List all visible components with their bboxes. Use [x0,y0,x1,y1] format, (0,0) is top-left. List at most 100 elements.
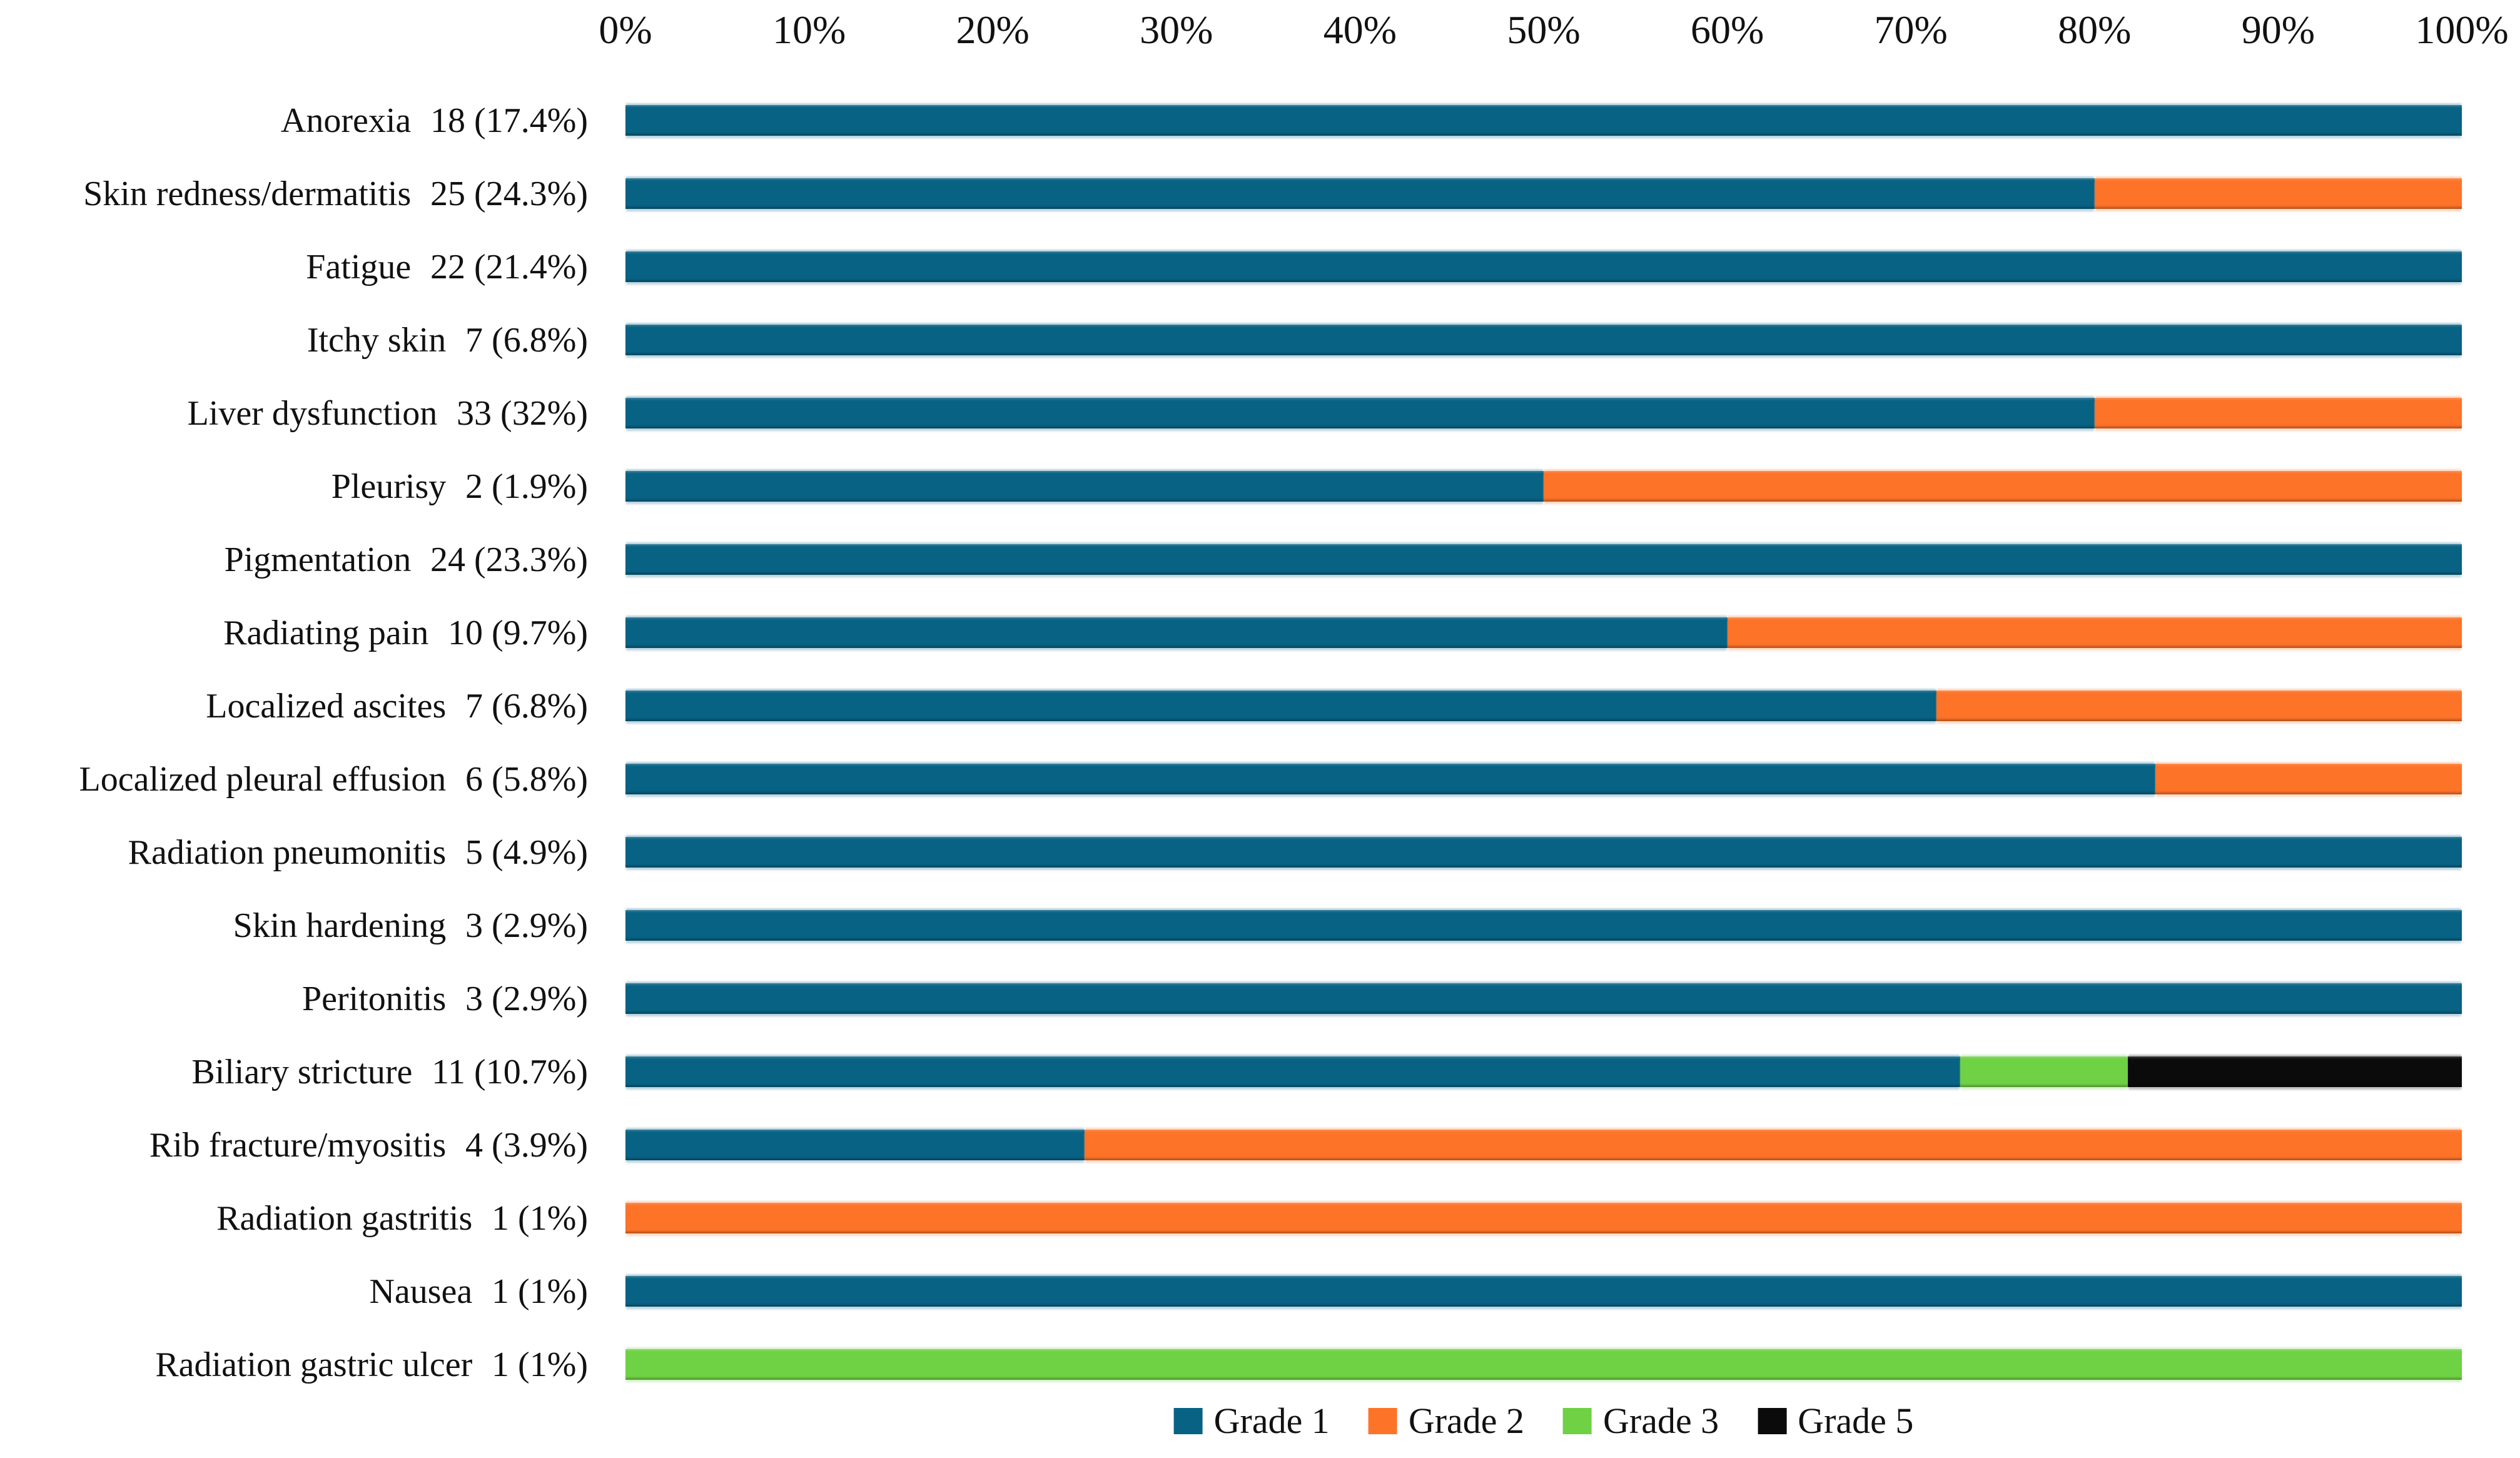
bar-row [625,1203,2462,1233]
category-label: Pleurisy 2 (1.9%) [0,460,588,513]
bar-row [625,837,2462,868]
category-name: Pigmentation [224,540,412,579]
category-label: Biliary stricture 11 (10.7%) [0,1046,588,1098]
category-count: 3 (2.9%) [465,979,588,1018]
bar-row [625,983,2462,1014]
category-label: Liver dysfunction 33 (32%) [0,387,588,440]
bar-segment-grade-1 [625,178,2095,209]
bar-segment-grade-2 [2094,398,2462,428]
category-count: 1 (1%) [492,1345,588,1384]
bar-row [625,1056,2462,1087]
x-axis-tick: 60% [1690,8,1764,52]
category-count: 33 (32%) [457,393,588,433]
category-count: 24 (23.3%) [430,540,588,579]
category-count: 1 (1%) [492,1272,588,1311]
bar-segment-grade-2 [1936,691,2462,721]
category-name: Skin redness/dermatitis [83,174,412,213]
x-axis-tick: 0% [599,8,652,52]
category-name: Biliary stricture [191,1052,413,1091]
category-name: Itchy skin [306,320,447,360]
legend-item-grade-3: Grade 3 [1563,1402,1719,1440]
category-label: Pigmentation 24 (23.3%) [0,534,588,586]
legend-label: Grade 2 [1408,1400,1524,1441]
bar-segment-grade-1 [625,251,2462,282]
bar-segment-grade-1 [625,983,2462,1014]
legend-swatch-grade-1 [1173,1408,1203,1434]
bar-segment-grade-1 [625,105,2462,136]
category-count: 25 (24.3%) [430,174,588,213]
category-label: Anorexia 18 (17.4%) [0,94,588,147]
category-name: Skin hardening [233,906,447,945]
x-axis-tick: 40% [1323,8,1397,52]
legend-item-grade-2: Grade 2 [1368,1400,1524,1441]
legend-item-grade-5: Grade 5 [1758,1402,1913,1440]
bar-row [625,544,2462,575]
bar-row [625,691,2462,721]
bar-row [625,1130,2462,1160]
bar-row [625,910,2462,941]
x-axis-tick: 30% [1140,8,1213,52]
bar-row [625,1349,2462,1380]
legend-item-grade-1: Grade 1 [1173,1400,1330,1441]
category-name: Radiation pneumonitis [128,833,447,872]
x-axis-tick: 20% [956,8,1030,52]
category-count: 7 (6.8%) [465,686,588,726]
category-label: Skin hardening 3 (2.9%) [0,899,588,952]
bar-row [625,105,2462,136]
bar-segment-grade-2 [1085,1130,2462,1160]
bar-row [625,398,2462,428]
category-label: Rib fracture/myositis 4 (3.9%) [0,1119,588,1172]
bar-row [625,471,2462,502]
category-count: 22 (21.4%) [430,247,588,286]
category-label: Nausea 1 (1%) [0,1265,588,1318]
category-count: 10 (9.7%) [448,613,588,652]
bar-segment-grade-1 [625,544,2462,575]
category-count: 18 (17.4%) [430,101,588,140]
category-count: 7 (6.8%) [465,320,588,360]
category-label: Fatigue 22 (21.4%) [0,241,588,293]
category-label: Radiation pneumonitis 5 (4.9%) [0,826,588,879]
bar-row [625,764,2462,794]
legend-label: Grade 1 [1213,1400,1330,1441]
category-name: Localized pleural effusion [79,759,447,799]
bar-segment-grade-2 [2094,178,2462,209]
bar-segment-grade-3 [1960,1056,2128,1087]
bar-row [625,325,2462,355]
category-count: 5 (4.9%) [465,833,588,872]
x-axis-tick: 90% [2241,8,2315,52]
category-name: Radiating pain [223,613,429,652]
bar-segment-grade-1 [625,691,1937,721]
x-axis-tick: 10% [772,8,846,52]
x-axis-tick: 80% [2058,8,2132,52]
category-label: Radiating pain 10 (9.7%) [0,607,588,659]
bar-segment-grade-3 [625,1349,2462,1380]
category-count: 1 (1%) [492,1198,588,1238]
category-count: 2 (1.9%) [465,467,588,506]
category-name: Localized ascites [206,686,447,726]
bar-segment-grade-1 [625,325,2462,355]
bar-segment-grade-2 [2155,764,2462,794]
category-name: Pleurisy [331,467,447,506]
category-name: Peritonitis [302,979,447,1018]
bar-segment-grade-1 [625,910,2462,941]
category-name: Radiation gastric ulcer [155,1345,473,1384]
bar-segment-grade-1 [625,398,2095,428]
bar-segment-grade-2 [625,1203,2462,1233]
category-name: Fatigue [306,247,412,286]
category-label: Localized ascites 7 (6.8%) [0,680,588,732]
category-name: Radiation gastritis [216,1198,473,1238]
legend-swatch-grade-5 [1758,1408,1787,1434]
category-count: 11 (10.7%) [432,1052,588,1091]
bar-segment-grade-1 [625,471,1544,502]
legend: Grade 1 Grade 2 Grade 3 Grade 5 [1173,1400,1913,1441]
category-label: Peritonitis 3 (2.9%) [0,973,588,1025]
category-label: Radiation gastric ulcer 1 (1%) [0,1339,588,1391]
legend-swatch-grade-2 [1368,1408,1397,1434]
legend-label: Grade 3 [1603,1400,1719,1441]
bar-segment-grade-1 [625,764,2155,794]
bar-segment-grade-1 [625,1056,1961,1087]
bar-segment-grade-1 [625,1276,2462,1307]
category-count: 6 (5.8%) [465,759,588,799]
x-axis-tick: 50% [1507,8,1581,52]
